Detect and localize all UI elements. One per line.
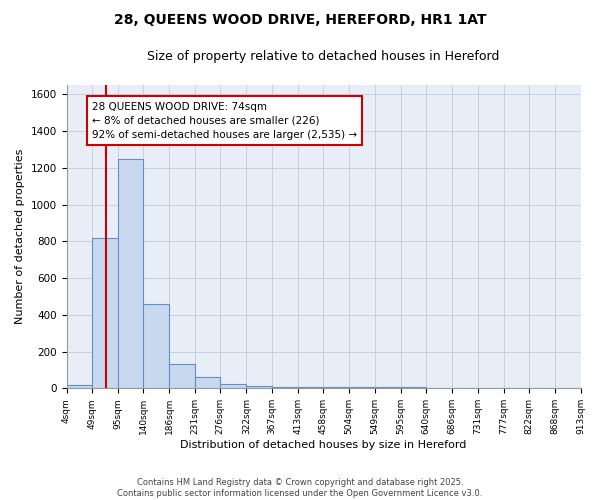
- Bar: [220, 384, 247, 388]
- Bar: [92, 238, 118, 388]
- Text: 28, QUEENS WOOD DRIVE, HEREFORD, HR1 1AT: 28, QUEENS WOOD DRIVE, HEREFORD, HR1 1AT: [114, 12, 486, 26]
- Bar: [118, 160, 143, 388]
- Bar: [143, 304, 169, 388]
- Bar: [67, 384, 92, 388]
- Bar: [169, 364, 195, 388]
- Bar: [195, 378, 220, 388]
- Text: 28 QUEENS WOOD DRIVE: 74sqm
← 8% of detached houses are smaller (226)
92% of sem: 28 QUEENS WOOD DRIVE: 74sqm ← 8% of deta…: [92, 102, 357, 140]
- Bar: [298, 386, 323, 388]
- Bar: [272, 386, 298, 388]
- X-axis label: Distribution of detached houses by size in Hereford: Distribution of detached houses by size …: [181, 440, 467, 450]
- Text: Contains HM Land Registry data © Crown copyright and database right 2025.
Contai: Contains HM Land Registry data © Crown c…: [118, 478, 482, 498]
- Bar: [323, 387, 349, 388]
- Bar: [349, 387, 374, 388]
- Title: Size of property relative to detached houses in Hereford: Size of property relative to detached ho…: [148, 50, 500, 63]
- Y-axis label: Number of detached properties: Number of detached properties: [15, 149, 25, 324]
- Bar: [247, 386, 272, 388]
